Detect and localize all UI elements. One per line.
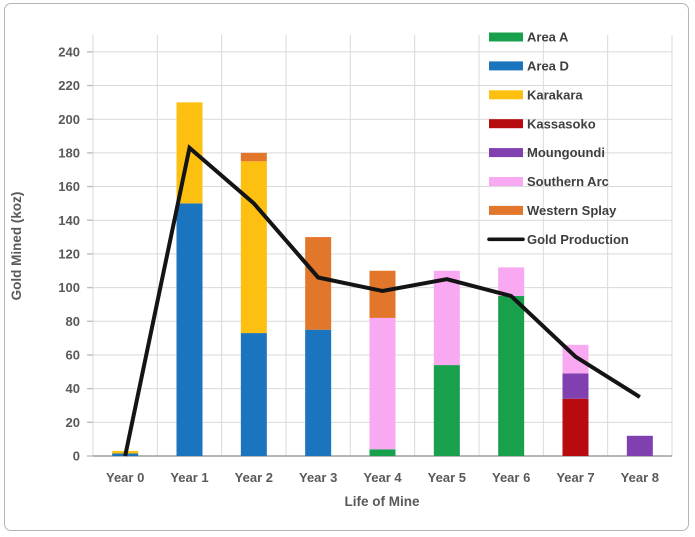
x-tick-label: Year 6 — [492, 470, 530, 485]
y-tick-label: 240 — [58, 44, 80, 59]
y-axis-title: Gold Mined (koz) — [9, 192, 24, 301]
y-tick-label: 160 — [58, 179, 80, 194]
x-tick-label: Year 8 — [621, 470, 659, 485]
y-tick-label: 180 — [58, 145, 80, 160]
x-tick-label: Year 3 — [299, 470, 337, 485]
legend-swatch — [489, 61, 523, 71]
legend-label: Karakara — [527, 87, 583, 102]
y-tick-label: 40 — [66, 381, 80, 396]
chart-layers: 0 20 40 60 80 100 120 140 160 180 200 220 240 Year 0 Y… — [58, 30, 673, 485]
legend-swatch — [489, 205, 523, 215]
y-tick-label: 0 — [73, 449, 80, 464]
legend-swatch — [489, 177, 523, 186]
legend-label: Southern Arc — [527, 174, 609, 189]
gold-production-line — [123, 144, 641, 457]
x-tick-label: Year 1 — [170, 470, 208, 485]
bar-segment-area-d — [176, 203, 203, 456]
bar-segment-southern-arc — [498, 267, 525, 297]
x-tick-label: Year 2 — [235, 470, 273, 485]
bar-segment-western-splay — [240, 152, 267, 162]
bar-segment-area-a — [369, 449, 396, 456]
y-tick-label: 80 — [66, 314, 80, 329]
bar-segment-southern-arc — [433, 270, 460, 366]
legend-label: Western Splay — [527, 203, 617, 218]
x-tick-label: Year 5 — [428, 470, 466, 485]
bar-segment-moungoundi — [562, 373, 589, 399]
y-tick-label: 140 — [58, 213, 80, 228]
x-axis-title: Life of Mine — [345, 494, 420, 509]
y-tick-label: 20 — [66, 415, 80, 430]
legend-swatch — [489, 119, 523, 129]
legend-label: Area D — [527, 59, 569, 74]
y-tick-label: 200 — [58, 112, 80, 127]
bar-segment-southern-arc — [369, 317, 396, 450]
bar-segment-karakara — [240, 161, 267, 334]
legend-label: Area A — [527, 30, 569, 45]
y-tick-label: 100 — [58, 280, 80, 295]
bar-segment-moungoundi — [626, 435, 653, 456]
legend-swatch — [489, 148, 523, 158]
bar-segment-area-a — [433, 365, 460, 456]
x-tick-label: Year 4 — [363, 470, 402, 485]
legend-label: Kassasoko — [527, 116, 596, 131]
bar-segment-area-a — [498, 296, 525, 456]
legend-swatch — [489, 90, 523, 100]
legend-label: Gold Production — [527, 232, 629, 247]
bar-segment-western-splay — [305, 237, 332, 330]
bar-segment-area-d — [305, 329, 332, 456]
bar-segment-kassasoko — [562, 398, 589, 456]
x-tick-label: Year 0 — [106, 470, 144, 485]
bar-segment-area-d — [240, 333, 267, 456]
y-tick-label: 120 — [58, 247, 80, 262]
y-tick-label: 60 — [66, 348, 80, 363]
y-tick-label: 220 — [58, 78, 80, 93]
legend-swatch — [489, 32, 523, 42]
bar-segment-western-splay — [369, 270, 396, 318]
chart-frame-border — [4, 3, 689, 531]
x-tick-label: Year 7 — [556, 470, 594, 485]
legend-label: Moungoundi — [527, 145, 605, 160]
